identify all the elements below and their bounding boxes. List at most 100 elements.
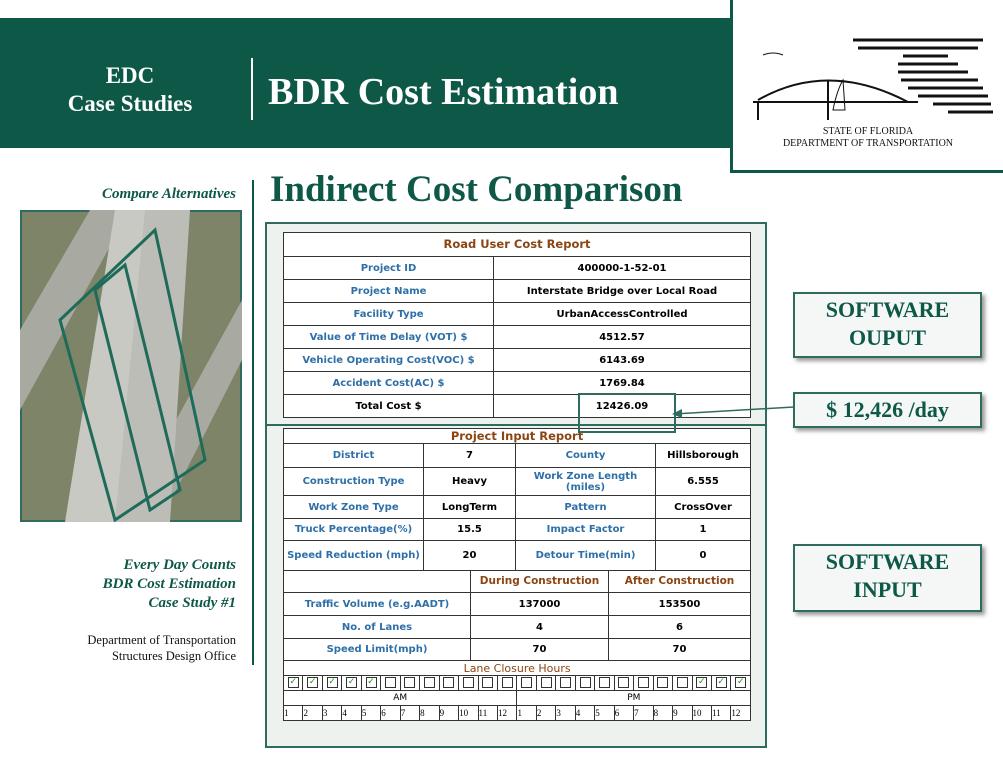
office-line: Department of Transportation: [87, 633, 236, 647]
checkbox-cell: ✓: [691, 675, 712, 691]
checkbox-cell: [613, 675, 635, 691]
header-cell: During Construction: [470, 570, 609, 593]
label-cell: Project ID: [283, 256, 494, 280]
row: Road User Cost Report: [283, 232, 751, 257]
checkbox: [657, 677, 669, 689]
label-cell: Traffic Volume (e.g.AADT): [283, 592, 471, 616]
row: ✓ ✓ ✓ ✓ ✓ ✓ ✓ ✓: [282, 675, 752, 691]
pm-label: PM: [516, 690, 752, 706]
checkbox: [462, 677, 474, 689]
sidebar-footer: Every Day Counts BDR Cost Estimation Cas…: [20, 556, 236, 613]
row: Construction Type Heavy Work Zone Length (…: [283, 467, 752, 496]
hour-cell: 6: [380, 705, 401, 721]
label-cell: Speed Limit(mph): [283, 638, 471, 661]
hour-cell: 12: [496, 705, 518, 721]
blank-cell: [283, 570, 471, 593]
checkbox-cell: [574, 675, 596, 691]
footer-line: BDR Cost Estimation: [102, 576, 236, 592]
value-cell: Interstate Bridge over Local Road: [493, 279, 751, 303]
checkbox: [598, 677, 610, 689]
row: Project Name Interstate Bridge over Local…: [283, 279, 751, 303]
label-cell: Speed Reduction (mph): [283, 540, 424, 571]
footer-line: Case Study #1: [148, 595, 236, 611]
callout-output: SOFTWARE OUPUT: [793, 292, 982, 358]
row: 1 2 3 4 5 6 7 8 9 10 11 12 1 2 3 4 5 6 7 8 9 10 11 12: [282, 705, 752, 721]
table-title: Project Input Report: [282, 428, 752, 444]
checkbox: [443, 677, 455, 689]
value-cell: 6: [608, 615, 751, 639]
hour-cell: 9: [672, 705, 693, 721]
checkbox-cell: [652, 675, 674, 691]
hour-cell: 1: [516, 705, 537, 721]
checkbox: [540, 677, 552, 689]
value-cell: 153500: [608, 592, 751, 616]
value-cell: 0: [654, 540, 752, 571]
checkbox-cell: [516, 675, 537, 691]
hour-cell: 2: [302, 705, 323, 721]
office-line: Structures Design Office: [111, 649, 236, 663]
photo-caption: Compare Alternatives: [101, 186, 236, 202]
checkbox: [560, 677, 572, 689]
checkbox: [423, 677, 435, 689]
value-cell: 12426.09: [493, 394, 751, 418]
value-cell: Hillsborough: [654, 443, 752, 468]
label-cell: Detour Time(min): [515, 540, 656, 571]
checkbox-cell: [399, 675, 421, 691]
checkbox-cell: [672, 675, 693, 691]
hour-cell: 3: [321, 705, 343, 721]
value-cell: Heavy: [423, 467, 516, 496]
arrow: [672, 406, 795, 418]
callout-input: SOFTWARE INPUT: [793, 544, 982, 612]
input-table: Project Input Report District 7 County Hills…: [282, 428, 752, 571]
banner-line: Case Studies: [67, 91, 193, 116]
hour-cell: 11: [710, 705, 732, 721]
value-cell: 137000: [470, 592, 609, 616]
value-cell: LongTerm: [423, 495, 516, 519]
row: Speed Limit(mph) 70 70: [283, 638, 751, 661]
hour-cell: 4: [341, 705, 362, 721]
banner-title: BDR Cost Estimation: [268, 71, 619, 113]
checkbox: [404, 677, 416, 689]
checkbox: [618, 677, 630, 689]
value-cell: 20: [423, 540, 516, 571]
hour-cell: 5: [594, 705, 615, 721]
label-cell: Project Name: [283, 279, 494, 303]
section-line: [265, 424, 765, 426]
checkbox: [521, 677, 533, 689]
hour-cell: 5: [360, 705, 382, 721]
row: Lane Closure Hours: [282, 660, 752, 676]
aerial-photo: [20, 210, 242, 522]
checkbox-cell: [594, 675, 615, 691]
checkbox: ✓: [287, 677, 299, 689]
value-cell: 15.5: [423, 518, 516, 541]
checkbox-cell: [419, 675, 440, 691]
value-cell: 6.555: [654, 467, 752, 496]
hour-cell: 12: [730, 705, 752, 721]
value-cell: CrossOver: [654, 495, 752, 519]
hour-cell: 1: [282, 705, 304, 721]
checkbox-cell: ✓: [321, 675, 343, 691]
checkbox-cell: ✓: [341, 675, 362, 691]
hour-cell: 8: [652, 705, 674, 721]
logo-box: STATE OF FLORIDA DEPARTMENT OF TRANSPORT…: [730, 0, 1003, 173]
callout-line: OUPUT: [849, 325, 926, 350]
label-cell: Work Zone Type: [283, 495, 424, 519]
value-cell: 400000-1-52-01: [493, 256, 751, 280]
footer-line: Every Day Counts: [123, 557, 237, 573]
label-cell: Work Zone Length (miles): [515, 467, 656, 496]
row: Vehicle Operating Cost(VOC) $6143.69: [283, 348, 751, 372]
row: No. of Lanes 4 6: [283, 615, 751, 639]
row: Work Zone Type LongTerm Pattern CrossOver: [283, 495, 752, 519]
callout-line: SOFTWARE: [825, 297, 950, 322]
callout-line: SOFTWARE: [825, 549, 950, 574]
checkbox: ✓: [735, 677, 747, 689]
checkbox-cell: [458, 675, 479, 691]
label-cell: No. of Lanes: [283, 615, 471, 639]
callout-line: INPUT: [853, 577, 922, 602]
value-cell: 1: [654, 518, 752, 541]
value-cell: 7: [423, 443, 516, 468]
label-cell: County: [515, 443, 656, 468]
checkbox-cell: [555, 675, 576, 691]
hour-cell: 11: [477, 705, 498, 721]
row: District 7 County Hillsborough: [283, 443, 752, 468]
